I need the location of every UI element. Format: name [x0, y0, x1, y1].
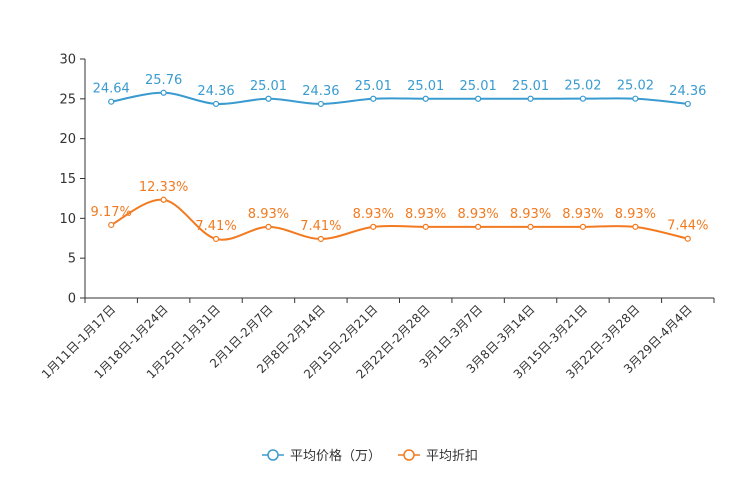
data-label: 25.01	[512, 79, 549, 94]
data-point	[684, 235, 691, 242]
data-point	[422, 223, 429, 230]
data-label: 7.41%	[300, 219, 341, 234]
data-label: 8.93%	[510, 207, 551, 222]
series-line-avg-price	[111, 91, 688, 105]
data-point	[212, 100, 220, 108]
data-point	[265, 95, 272, 102]
data-label: 24.64	[93, 82, 130, 97]
data-point	[579, 223, 587, 230]
legend-item-avg-discount[interactable]: 平均折扣	[426, 449, 478, 464]
data-label: 8.93%	[353, 207, 394, 222]
data-point	[108, 98, 115, 105]
y-tick-label: 15	[59, 172, 76, 187]
data-point	[370, 223, 377, 230]
series-line-avg-discount	[110, 198, 689, 241]
data-point	[632, 95, 639, 102]
data-point	[422, 95, 429, 102]
legend-marker-icon	[267, 449, 279, 461]
data-label: 8.93%	[405, 207, 446, 222]
data-label: 25.01	[407, 79, 444, 94]
y-tick-label: 30	[59, 53, 76, 68]
y-tick-label: 25	[59, 92, 76, 107]
y-tick-label: 20	[59, 132, 76, 147]
data-label: 12.33%	[139, 180, 189, 195]
legend-marker-icon	[403, 449, 415, 461]
data-point	[317, 235, 324, 243]
y-tick-label: 5	[68, 252, 76, 267]
data-point	[632, 223, 639, 230]
data-point	[212, 235, 220, 243]
data-point	[475, 223, 482, 230]
data-point	[265, 223, 272, 230]
data-point	[317, 100, 324, 108]
data-point	[579, 95, 587, 102]
data-label: 8.93%	[562, 207, 603, 222]
data-label: 7.44%	[667, 219, 708, 234]
data-label: 25.01	[460, 79, 497, 94]
y-tick-label: 0	[68, 292, 76, 307]
data-point	[160, 196, 167, 203]
data-point	[527, 223, 534, 230]
data-label: 25.01	[355, 79, 392, 94]
data-label: 25.76	[145, 73, 182, 88]
data-label: 7.41%	[195, 219, 236, 234]
data-label: 8.93%	[457, 207, 498, 222]
data-label: 9.17%	[91, 205, 132, 220]
data-point	[160, 89, 167, 96]
data-label: 24.36	[669, 84, 706, 99]
data-label: 25.02	[564, 79, 601, 94]
data-label: 24.36	[302, 84, 339, 99]
legend-item-avg-price[interactable]: 平均价格（万）	[290, 448, 381, 464]
data-point	[370, 95, 377, 102]
data-label: 25.02	[617, 79, 654, 94]
data-point	[108, 221, 115, 229]
data-label: 24.36	[197, 84, 234, 99]
data-point	[684, 100, 691, 108]
y-tick-label: 10	[59, 212, 76, 227]
data-point	[527, 95, 534, 102]
data-label: 8.93%	[615, 207, 656, 222]
data-point	[475, 95, 482, 102]
data-label: 8.93%	[248, 207, 289, 222]
data-label: 25.01	[250, 79, 287, 94]
